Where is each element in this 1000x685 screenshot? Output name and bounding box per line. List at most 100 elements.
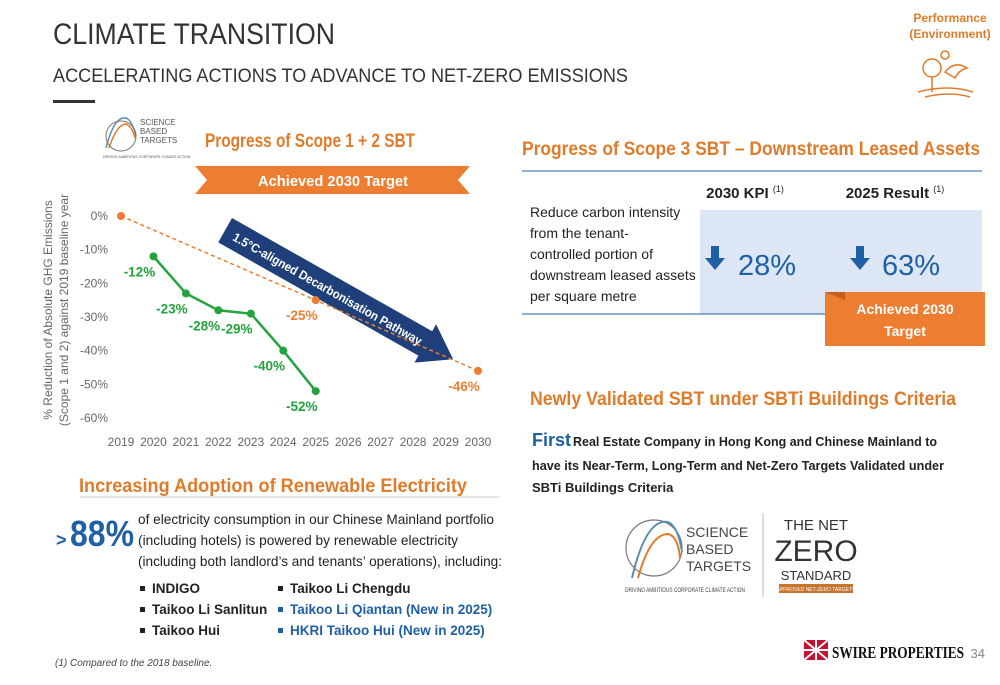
y-tick-label: -60% — [80, 411, 108, 425]
y-tick-label: -10% — [80, 243, 108, 257]
achieved-badge — [825, 292, 985, 346]
data-point — [149, 252, 158, 261]
data-label: -23% — [156, 301, 188, 316]
section-tag: Performance — [913, 11, 987, 25]
x-tick-label: 2024 — [270, 435, 297, 449]
section-title: Increasing Adoption of Renewable Electri… — [79, 476, 467, 497]
x-tick-label: 2022 — [205, 435, 232, 449]
key-figure: 88% — [70, 513, 134, 554]
description-line: Reduce carbon intensity — [530, 204, 680, 220]
x-tick-label: 2029 — [432, 435, 459, 449]
column-note: (1) — [773, 184, 784, 194]
description-line: from the tenant- — [530, 225, 629, 241]
x-tick-label: 2025 — [302, 435, 329, 449]
badge-fold — [825, 292, 845, 300]
down-arrow — [850, 246, 870, 270]
logo-strip — [779, 584, 853, 593]
x-tick-label: 2027 — [367, 435, 394, 449]
title: CLIMATE TRANSITION — [53, 18, 335, 51]
body-text: Real Estate Company in Hong Kong and Chi… — [573, 434, 937, 449]
logo-text: ZERO — [774, 535, 857, 568]
y-tick-label: -30% — [80, 310, 108, 324]
bullet — [278, 586, 283, 591]
series-line — [120, 215, 479, 372]
x-tick-label: 2023 — [237, 435, 264, 449]
data-point — [214, 306, 223, 315]
portfolio-lists: INDIGO Taikoo Li Sanlitun Taikoo Hui Taikoo… — [140, 581, 492, 638]
badge-text: Target — [884, 323, 926, 339]
data-point — [311, 296, 320, 305]
bullet — [140, 586, 145, 591]
logo-text: TARGETS — [686, 558, 751, 574]
logo-text: THE NET — [784, 517, 848, 534]
lead-word: First — [532, 430, 571, 450]
logo-text: SCIENCE — [140, 118, 176, 127]
subtitle: ACCELERATING ACTIONS TO ADVANCE TO NET-Z… — [53, 66, 628, 87]
pathway-arrow-shape — [218, 218, 454, 363]
bullet — [278, 628, 283, 633]
list-item: Taikoo Li Chengdu — [290, 581, 411, 596]
list-item: HKRI Taikoo Hui (New in 2025) — [290, 623, 485, 638]
y-tick-label: -50% — [80, 377, 108, 391]
bullet — [140, 607, 145, 612]
y-axis-label: % Reduction of Absolute GHG Emissions — [41, 200, 55, 419]
logo-text: TARGETS — [140, 136, 177, 145]
x-tick-label: 2021 — [173, 435, 200, 449]
x-tick-label: 2026 — [335, 435, 362, 449]
data-label: -12% — [124, 264, 156, 279]
column-note: (1) — [933, 184, 944, 194]
list-item: INDIGO — [152, 581, 200, 596]
data-label: -29% — [221, 322, 253, 337]
series-line — [152, 255, 317, 392]
logo-text: BASED — [686, 541, 733, 557]
data-label: -28% — [189, 318, 221, 333]
description-line: per square metre — [530, 288, 637, 304]
kpi-value: 28% — [738, 250, 796, 282]
figure-prefix: > — [56, 530, 67, 550]
logo-text: APPROVED NET-ZERO TARGETS — [777, 587, 857, 593]
body-text: (including hotels) is powered by renewab… — [138, 532, 458, 548]
pathway-arrow: 1.5°C-aligned Decarbonisation Pathway — [218, 218, 454, 363]
result-value: 63% — [882, 250, 940, 282]
sbti-logo-large: SCIENCE BASED TARGETS DRIVING AMBITIOUS … — [625, 519, 751, 594]
list-item: Taikoo Li Sanlitun — [152, 602, 267, 617]
down-arrow — [705, 246, 725, 270]
data-point — [117, 212, 125, 220]
footnote: (1) Compared to the 2018 baseline. — [55, 658, 212, 669]
body-text: SBTi Buildings Criteria — [532, 480, 674, 495]
logo-text: DRIVING AMBITIOUS CORPORATE CLIMATE ACTI… — [625, 588, 745, 594]
data-point — [311, 387, 320, 396]
page-number: 34 — [971, 646, 985, 661]
brand-mark — [803, 639, 829, 661]
badge-text: Achieved 2030 — [856, 301, 953, 317]
column-header: 2025 Result (1) — [846, 184, 945, 202]
environment-icon — [917, 50, 974, 98]
logo-text: STANDARD — [781, 568, 852, 583]
line-chart: % Reduction of Absolute GHG Emissions (S… — [41, 194, 492, 449]
section-title: Progress of Scope 1 + 2 SBT — [205, 131, 415, 152]
description-line: downstream leased assets — [530, 267, 696, 283]
x-tick-label: 2030 — [465, 435, 492, 449]
data-label: -52% — [286, 399, 318, 414]
annotation: Achieved 2030 Target — [258, 173, 408, 190]
body-text: of electricity consumption in our Chines… — [138, 511, 494, 527]
data-point — [181, 289, 190, 298]
bullet — [278, 607, 283, 612]
x-tick-label: 2020 — [140, 435, 167, 449]
bullet — [140, 628, 145, 633]
column-label: 2025 Result — [846, 185, 929, 202]
data-label: -25% — [286, 308, 318, 323]
sbti-logo: SCIENCE BASED TARGETS DRIVING AMBITIOUS … — [103, 117, 191, 159]
column-label: 2030 KPI — [706, 185, 769, 202]
description-line: controlled portion of — [530, 246, 653, 262]
x-tick-label: 2019 — [108, 435, 135, 449]
y-tick-label: 0% — [91, 209, 109, 223]
column-header: 2030 KPI (1) — [706, 184, 784, 202]
target-banner — [195, 166, 470, 194]
data-label: -46% — [448, 379, 480, 394]
logo-text: BASED — [140, 127, 167, 136]
list-item: Taikoo Li Qiantan (New in 2025) — [290, 602, 492, 617]
brand-name: SWIRE PROPERTIES — [832, 643, 964, 662]
